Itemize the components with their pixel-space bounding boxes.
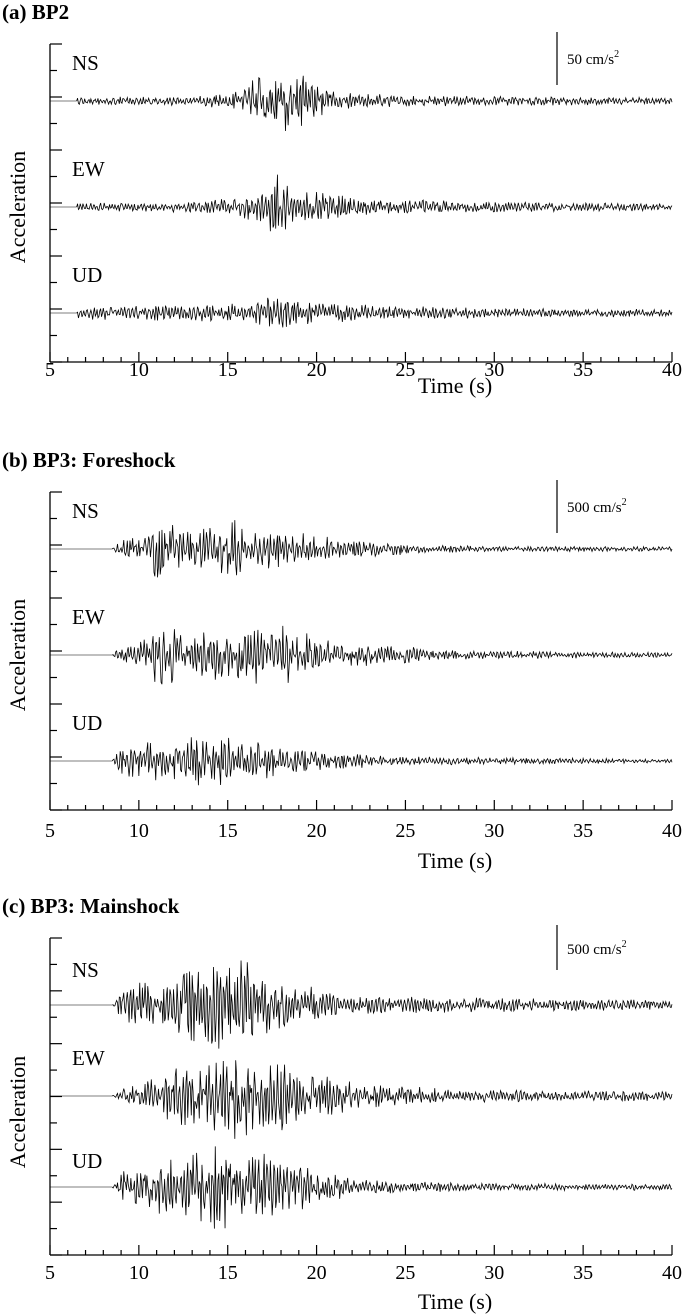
waveform-trace-ew <box>76 174 673 232</box>
panel-a-bp2: (a) BP2 Acceleration NS EW UD 50 cm/s2 T… <box>2 0 682 398</box>
x-axis-label: Time (s) <box>418 373 492 398</box>
panel-c-bp3-mainshock: (c) BP3: Mainshock Acceleration NS EW UD… <box>2 894 682 1314</box>
x-tick-label: 15 <box>218 820 238 842</box>
x-tick-label: 30 <box>484 820 504 842</box>
x-tick-label: 25 <box>395 1262 415 1284</box>
x-tick-label: 10 <box>129 359 149 381</box>
scale-bar-label: 500 cm/s2 <box>567 939 627 958</box>
waveform-trace-ud <box>111 1146 673 1229</box>
x-tick-label: 35 <box>573 1262 593 1284</box>
x-tick-label: 5 <box>45 1262 55 1284</box>
y-axis-label: Acceleration <box>5 1056 30 1168</box>
x-tick-label: 10 <box>129 820 149 842</box>
scale-bar-superscript: 2 <box>622 939 627 950</box>
trace-label-ew: EW <box>72 157 105 181</box>
x-tick-label: 35 <box>573 359 593 381</box>
x-tick-label: 40 <box>662 1262 682 1284</box>
x-tick-label: 20 <box>307 1262 327 1284</box>
waveform-trace-ud <box>76 297 673 328</box>
scale-bar-value: 500 cm/s <box>567 942 622 958</box>
scale-bar-value: 500 cm/s <box>567 500 622 516</box>
trace-label-ns: NS <box>72 499 99 523</box>
x-tick-label: 5 <box>45 359 55 381</box>
panel-title: (a) BP2 <box>2 0 69 24</box>
scale-bar-value: 50 cm/s <box>567 52 614 68</box>
x-tick-label: 35 <box>573 820 593 842</box>
panel-b-bp3-foreshock: (b) BP3: Foreshock Acceleration NS EW UD… <box>2 448 682 873</box>
y-axis-label: Acceleration <box>5 151 30 263</box>
waveform-trace-ew <box>111 1060 673 1139</box>
waveform-trace-ns <box>111 520 673 578</box>
x-tick-label: 40 <box>662 359 682 381</box>
trace-label-ud: UD <box>72 263 102 287</box>
x-axis-label: Time (s) <box>418 1289 492 1314</box>
y-axis-label: Acceleration <box>5 599 30 711</box>
scale-bar-superscript: 2 <box>614 49 619 60</box>
scale-bar-superscript: 2 <box>622 497 627 508</box>
x-tick-label: 25 <box>395 820 415 842</box>
trace-label-ns: NS <box>72 958 99 982</box>
x-tick-label: 25 <box>395 359 415 381</box>
x-tick-label: 5 <box>45 820 55 842</box>
trace-label-ud: UD <box>72 711 102 735</box>
x-tick-label: 20 <box>307 359 327 381</box>
trace-label-ud: UD <box>72 1149 102 1173</box>
x-tick-label: 20 <box>307 820 327 842</box>
x-tick-label: 10 <box>129 1262 149 1284</box>
waveform-trace-ns <box>112 960 673 1049</box>
panel-title: (c) BP3: Mainshock <box>2 894 180 918</box>
x-tick-label: 30 <box>484 1262 504 1284</box>
waveform-trace-ns <box>76 75 673 132</box>
x-tick-label: 15 <box>218 1262 238 1284</box>
scale-bar-label: 500 cm/s2 <box>567 497 627 516</box>
trace-label-ew: EW <box>72 1046 105 1070</box>
waveform-trace-ud <box>111 737 673 786</box>
trace-label-ns: NS <box>72 51 99 75</box>
waveform-trace-ew <box>112 625 673 685</box>
trace-label-ew: EW <box>72 605 105 629</box>
x-tick-label: 15 <box>218 359 238 381</box>
x-tick-label: 40 <box>662 820 682 842</box>
x-tick-label: 30 <box>484 359 504 381</box>
panel-title: (b) BP3: Foreshock <box>2 448 176 472</box>
scale-bar-label: 50 cm/s2 <box>567 49 619 68</box>
x-axis-label: Time (s) <box>418 848 492 873</box>
